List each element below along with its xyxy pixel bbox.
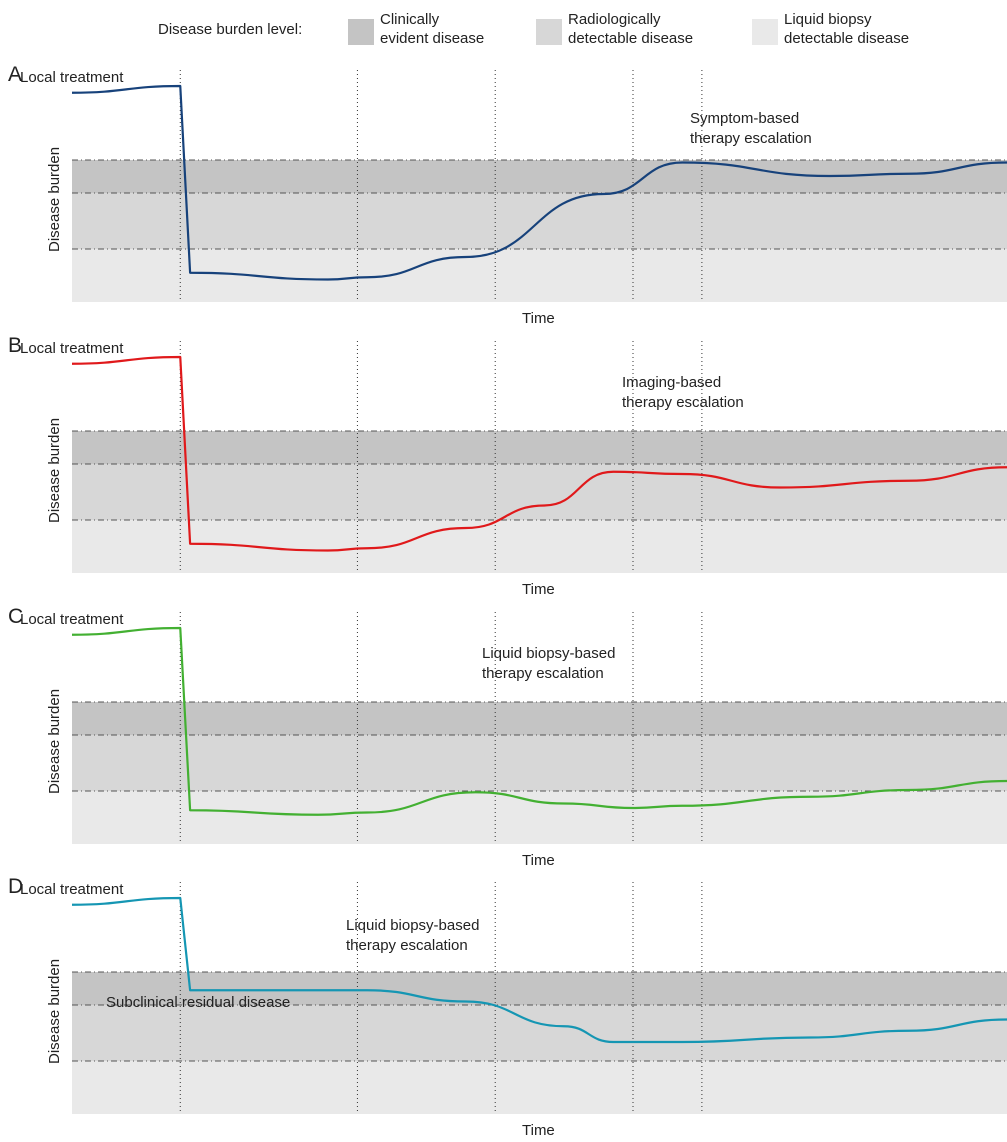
panel-letter: A (8, 63, 23, 86)
band-clinical (72, 972, 1007, 1005)
band-clinical (72, 431, 1007, 464)
legend-swatch (348, 19, 374, 45)
panel-c-plot (71, 612, 1007, 844)
local-treatment-label: Local treatment (20, 69, 124, 86)
band-radiological (72, 1005, 1007, 1061)
y-axis-label: Disease burden (46, 688, 63, 794)
legend-label: Clinically evident disease (380, 11, 485, 47)
band-liquid-biopsy (72, 520, 1007, 573)
local-treatment-label: Local treatment (20, 611, 124, 628)
escalation-label: Liquid biopsy-based therapy escalation (482, 645, 616, 682)
panel-a-plot (71, 70, 1007, 302)
legend-label: Radiologically detectable disease (568, 11, 694, 47)
escalation-label: Liquid biopsy-based therapy escalation (346, 917, 480, 954)
disease-burden-line (71, 355, 1007, 552)
subclinical-label: Subclinical residual disease (106, 994, 291, 1011)
x-axis-label: Time (522, 1122, 555, 1139)
disease-burden-line (71, 626, 1007, 816)
band-clinical (72, 160, 1007, 193)
panel-b-plot (71, 341, 1007, 573)
x-axis-label: Time (522, 581, 555, 598)
panel-a: A Local treatment Symptom-based therapy … (0, 62, 1007, 330)
legend-label: Liquid biopsy detectable disease (784, 11, 910, 47)
legend-swatch (752, 19, 778, 45)
y-axis-label: Disease burden (46, 958, 63, 1064)
x-axis-label: Time (522, 852, 555, 869)
panel-d: D Local treatment Liquid biopsy-based th… (0, 874, 1007, 1142)
panel-b: B Local treatment Imaging-based therapy … (0, 333, 1007, 601)
legend: Disease burden level: Clinically evident… (0, 0, 1007, 60)
panel-c: C Local treatment Liquid biopsy-based th… (0, 604, 1007, 872)
disease-burden-line (71, 896, 1007, 1044)
band-liquid-biopsy (72, 249, 1007, 302)
y-axis-label: Disease burden (46, 417, 63, 523)
band-liquid-biopsy (72, 1061, 1007, 1114)
escalation-label: Imaging-based therapy escalation (622, 374, 744, 411)
band-radiological (72, 735, 1007, 791)
panel-d-plot (71, 882, 1007, 1114)
panel-letter: B (8, 334, 23, 357)
band-radiological (72, 464, 1007, 520)
local-treatment-label: Local treatment (20, 881, 124, 898)
local-treatment-label: Local treatment (20, 340, 124, 357)
legend-swatch (536, 19, 562, 45)
x-axis-label: Time (522, 310, 555, 327)
band-liquid-biopsy (72, 791, 1007, 844)
band-clinical (72, 702, 1007, 735)
disease-burden-line (71, 84, 1007, 281)
panel-letter: C (8, 605, 24, 628)
panel-letter: D (8, 875, 24, 898)
legend-title: Disease burden level: (158, 21, 303, 38)
escalation-label: Symptom-based therapy escalation (690, 110, 812, 147)
y-axis-label: Disease burden (46, 146, 63, 252)
